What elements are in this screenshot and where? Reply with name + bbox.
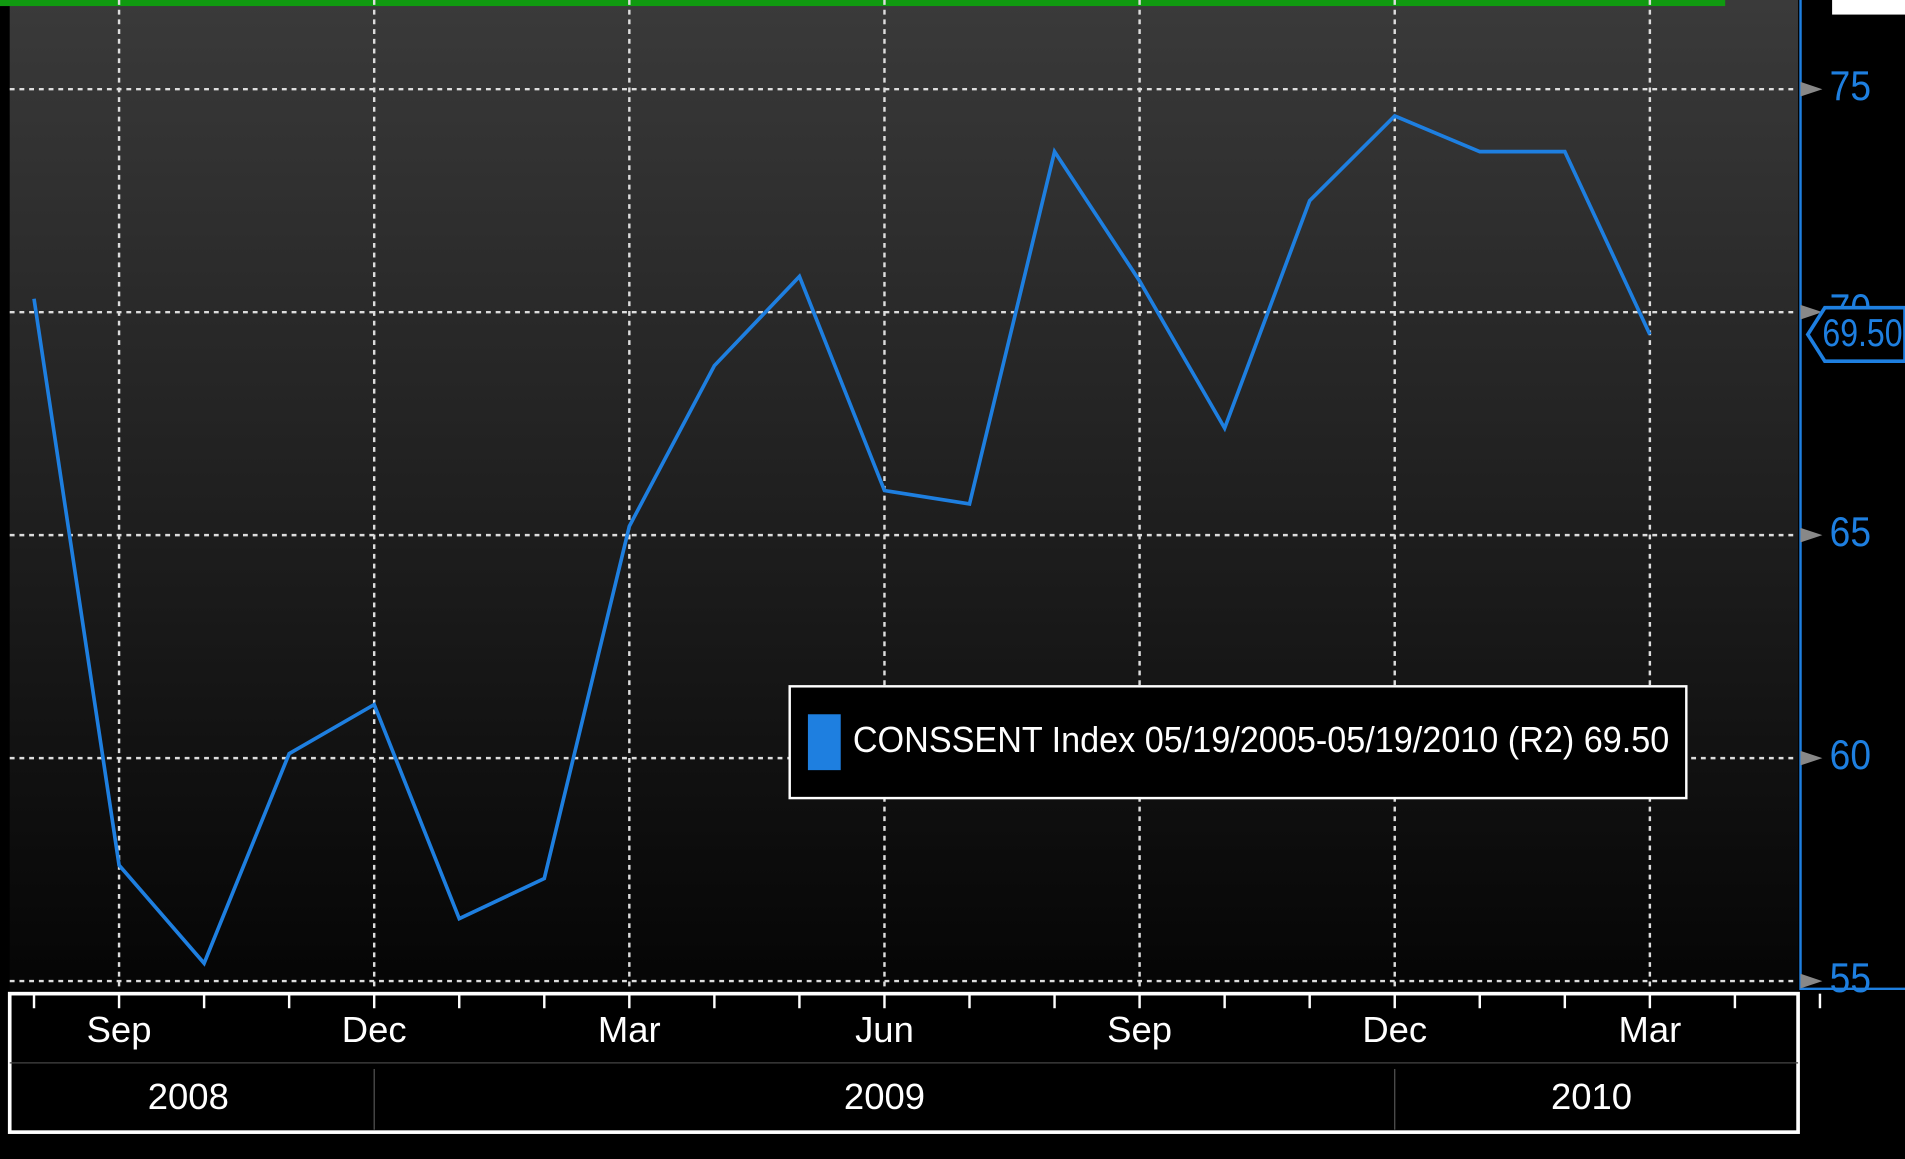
y-tick-label: 65 bbox=[1830, 509, 1871, 555]
top-bar bbox=[0, 0, 1726, 7]
y-tick bbox=[1800, 81, 1823, 97]
x-tick-label: Dec bbox=[342, 1009, 407, 1050]
legend: CONSSENT Index 05/19/2005-05/19/2010 (R2… bbox=[788, 685, 1688, 800]
last-value-tag bbox=[1805, 305, 1905, 364]
y-tick-label: 75 bbox=[1830, 63, 1871, 109]
y-tick bbox=[1800, 527, 1823, 543]
legend-text: CONSSENT Index 05/19/2005-05/19/2010 (R2… bbox=[853, 719, 1669, 760]
y-tick bbox=[1800, 304, 1823, 320]
y-tick-label: 55 bbox=[1830, 955, 1871, 1001]
x-tick-label: Mar bbox=[1618, 1009, 1681, 1050]
year-label: 2009 bbox=[844, 1076, 925, 1117]
y-tick-label: 60 bbox=[1830, 732, 1871, 778]
year-label: 2008 bbox=[148, 1076, 229, 1117]
x-tick-label: Sep bbox=[87, 1009, 152, 1050]
x-tick-label: Sep bbox=[1107, 1009, 1172, 1050]
y-tick bbox=[1800, 973, 1823, 989]
legend-box bbox=[788, 685, 1688, 800]
series-line bbox=[32, 113, 1652, 967]
x-tick-label: Dec bbox=[1362, 1009, 1427, 1050]
x-tick-label: Jun bbox=[855, 1009, 914, 1050]
legend-swatch bbox=[807, 714, 841, 771]
corner bbox=[1832, 0, 1905, 15]
x-tick-label: Mar bbox=[598, 1009, 661, 1050]
year-label: 2010 bbox=[1551, 1076, 1632, 1117]
y-tick bbox=[1800, 750, 1823, 766]
last-value-label: 69.50 bbox=[1822, 312, 1902, 355]
